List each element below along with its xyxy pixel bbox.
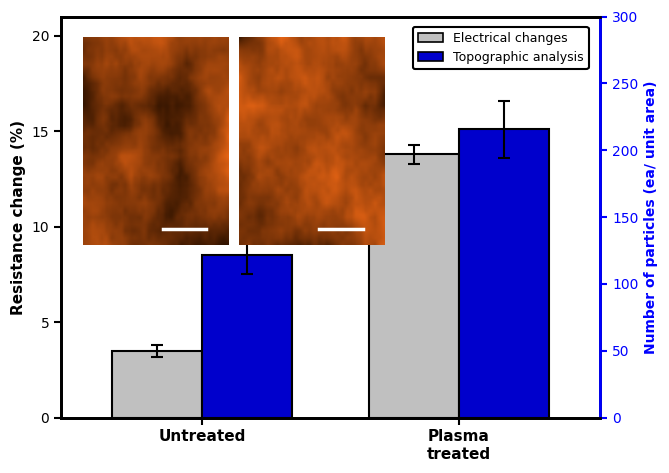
Y-axis label: Resistance change (%): Resistance change (%): [11, 120, 26, 315]
Bar: [112, 351, 202, 418]
Y-axis label: Number of particles (ea/ unit area): Number of particles (ea/ unit area): [644, 80, 658, 354]
Legend: Electrical changes, Topographic analysis: Electrical changes, Topographic analysis: [413, 27, 589, 69]
Bar: [202, 255, 292, 418]
Bar: [459, 129, 549, 418]
Bar: [369, 154, 459, 418]
